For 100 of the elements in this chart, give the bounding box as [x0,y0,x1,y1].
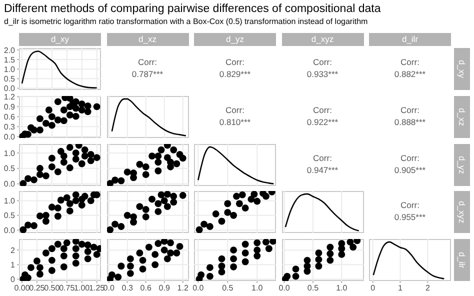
point [78,160,86,167]
y2-axis-title: d_ilr [454,239,470,282]
point [117,176,124,184]
point [111,221,118,228]
text: 0.933*** [306,68,340,80]
point [218,262,226,270]
point [48,245,56,252]
point [60,252,68,260]
y-tick-label: 0.0 [4,132,16,142]
point [30,176,38,183]
point [172,250,180,257]
point [166,250,174,257]
point [230,212,238,220]
point [63,194,70,202]
point [66,111,74,118]
point [254,246,261,254]
point [170,199,177,206]
text: Corr: [400,56,420,68]
point [326,257,334,264]
point [36,170,44,178]
point [48,267,56,274]
point [166,158,174,166]
point [48,257,56,264]
point [30,126,38,134]
point [60,116,68,124]
point [292,273,299,280]
point [87,150,94,158]
y-tick-label: 0.6 [4,112,16,122]
point [248,196,255,204]
text: Corr: [312,56,333,68]
point [144,244,152,251]
point [200,221,208,228]
text: Corr: [400,104,420,116]
y-tick-label: 0.0 [4,179,16,188]
point [157,192,164,199]
point [54,116,62,124]
point [154,240,162,248]
point [20,180,27,186]
point [87,198,94,205]
point [54,240,62,248]
point [212,210,220,218]
point [163,191,170,198]
point [176,243,183,250]
point [33,258,40,265]
point [42,250,50,257]
point [338,245,345,252]
point [170,146,177,153]
point [242,240,249,248]
point [154,200,162,208]
point [270,239,276,245]
y-tick-label: 1.5 [4,55,16,64]
point [106,226,114,234]
point [151,251,158,258]
y-tick-label: 0.5 [4,164,16,173]
x-tick-label: 1.00 [74,284,90,293]
point [142,170,149,178]
text: Corr: [312,152,333,164]
text: 0.787*** [130,68,164,80]
point [254,198,261,206]
text: 0.922*** [306,116,340,128]
text: d_yz [454,144,470,186]
point [148,196,155,204]
point [262,193,270,200]
point [30,222,38,230]
x-tick-label: 0.00 [14,284,30,293]
x-tick-label: 0.75 [59,284,76,293]
point [81,146,88,153]
point [114,274,122,281]
chart-title: d_xy [19,33,101,46]
text: 0.955*** [393,211,427,224]
y-tick-label: 0.0 [4,84,16,94]
point [314,250,322,257]
point [60,264,68,271]
text: 0.888*** [393,116,427,128]
point [111,176,118,184]
y-tick-label: 0.5 [4,212,16,221]
text: 0.882*** [393,68,427,80]
text: d_xz [106,33,188,46]
point [136,250,143,257]
point [63,240,70,246]
point [292,266,299,273]
x-tick-label: 0.5 [222,284,234,293]
point [126,262,134,270]
point [78,196,86,204]
point [84,248,92,256]
x-tick-label: 0.3 [121,284,133,293]
point [93,251,100,258]
point [126,256,134,262]
x-tick-label: 0.0 [192,284,204,293]
point [178,154,186,162]
point [72,252,80,260]
text: Corr: [137,56,158,68]
point [166,240,174,246]
text: 0.829*** [218,68,252,80]
point [54,213,62,220]
point [349,244,356,251]
point [72,155,80,162]
point [84,256,92,262]
point [108,272,115,279]
point [54,204,62,212]
